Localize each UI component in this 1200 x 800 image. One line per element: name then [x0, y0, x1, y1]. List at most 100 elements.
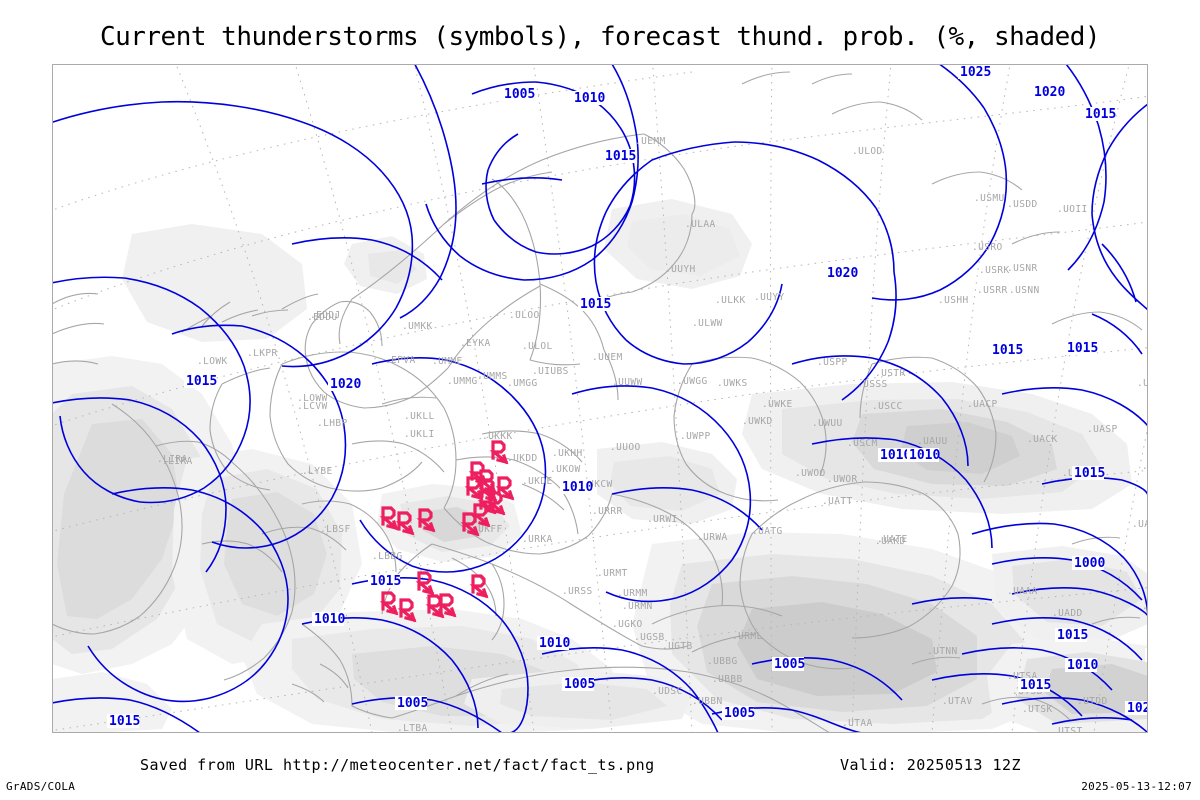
thunderstorm-symbol [379, 506, 399, 531]
station-label: .UWGG [677, 376, 708, 387]
map-canvas[interactable]: .UEMM .ULAA .ULOD .USMU .USRO .USRK .USNR .USRR… [52, 64, 1148, 733]
station-label: .UUWW [612, 377, 643, 388]
station-label: .UKHH [552, 448, 583, 459]
station-label: .UWKS [717, 378, 748, 389]
isobar-label-text: 1010 [314, 612, 345, 627]
station-label: .UMGG [507, 378, 538, 389]
thunderstorm-symbol [469, 574, 489, 599]
station-label: .USNN [1009, 285, 1040, 296]
isobar-label: 1010 [907, 448, 940, 463]
station-label: .USRK [979, 265, 1010, 276]
station-label: .UASP [1087, 424, 1118, 435]
isobar-label-bg [1072, 556, 1104, 570]
station-label: .LOWK [197, 356, 228, 367]
isobar-label-bg [107, 714, 139, 728]
station-label: .UGSB [634, 632, 665, 643]
station-label: .UTAA [842, 718, 873, 729]
thunderstorm-glyph [460, 512, 480, 537]
isobar-label-text: 1015 [186, 374, 217, 389]
station-label: .USDD [1007, 199, 1038, 210]
map-border [52, 64, 1148, 733]
isobar-label-text: 1005 [774, 657, 805, 672]
station-label: .UTDD [1077, 696, 1108, 707]
thunderstorm-symbol [489, 440, 509, 465]
station-label: .URMM [617, 588, 648, 599]
isobar-label-text: 1015 [1074, 466, 1105, 481]
isobar-label-bg [572, 91, 604, 105]
station-label: .UMMG [447, 376, 478, 387]
station-label: .UKDD [507, 453, 538, 464]
station-label: .URMN [622, 601, 653, 612]
isobar-label: 1010 [572, 91, 605, 106]
station-label: .ULOL [522, 341, 553, 352]
isobar-label: 1020 [328, 377, 361, 392]
thunderstorm-glyph [379, 506, 399, 531]
saved-from-url-label: Saved from URL http://meteocenter.net/fa… [140, 756, 655, 774]
station-label: .UTST [1052, 726, 1083, 733]
station-label: .EDDU [307, 312, 338, 323]
thunderstorm-symbol [471, 503, 491, 528]
station-label: .USNR [1007, 263, 1038, 274]
isobar-label: 1005 [395, 696, 428, 711]
thunderstorm-glyph [395, 511, 415, 536]
station-label: .EPVA [385, 355, 416, 366]
isobar-label: 1015 [1055, 628, 1088, 643]
isobar-label-text: 1015 [1020, 678, 1051, 693]
thunderstorm-glyph [415, 571, 435, 596]
station-label: .ULWW [692, 318, 723, 329]
isobar-label-bg [1065, 341, 1097, 355]
isobar-label: 1010 [1065, 658, 1098, 673]
isobar-label: 1015 [1083, 107, 1116, 122]
station-label: .URML [732, 631, 763, 642]
isobar-label-bg [184, 374, 216, 388]
thunderstorm-symbol-group [379, 440, 515, 623]
isobar-label-text: 1015 [580, 297, 611, 312]
station-label: .UAAH [1132, 519, 1148, 530]
isobar-label: 1015 [368, 574, 401, 589]
isobar-label-text: 1015 [1057, 628, 1088, 643]
station-label: .UTAV [942, 696, 973, 707]
station-label: .LCVW [297, 401, 328, 412]
station-label: .UOII [1057, 204, 1088, 215]
thunderstorm-glyph [437, 593, 457, 618]
isobar-label-text: 1005 [564, 677, 595, 692]
thunderstorm-symbol [379, 591, 399, 616]
station-label: .LIRA [162, 456, 193, 467]
station-label: .UACK [1027, 434, 1058, 445]
station-label: .UIUBS [532, 366, 569, 377]
isobar-label-bg [395, 696, 427, 710]
station-label: .URRR [592, 506, 623, 517]
isobar-label-text: 1010 [562, 480, 593, 495]
thunderstorm-glyph [416, 508, 436, 533]
station-label: .USMU [974, 193, 1005, 204]
isobar-label-text: 1005 [724, 706, 755, 721]
isobar-label-text: 1010 [574, 91, 605, 106]
isobar-label-bg [578, 297, 610, 311]
station-label: .UATE [877, 534, 908, 545]
isobar-label: 1010 [537, 636, 570, 651]
station-label: .URKA [522, 534, 553, 545]
station-label: .UMMS [477, 371, 508, 382]
station-label: .UKDE [522, 476, 553, 487]
station-label: .UWOO [795, 468, 826, 479]
station-label: .ULOD [852, 146, 883, 157]
isobar-label-bg [825, 266, 857, 280]
station-label: .USHH [938, 295, 969, 306]
isobar-label-bg [502, 87, 534, 101]
station-label: .UMME [432, 356, 463, 367]
thunderstorm-symbol [495, 476, 515, 501]
isobar-label-bg [878, 448, 910, 462]
thunderstorm-symbol [460, 512, 480, 537]
isobar-label-bg [1018, 678, 1050, 692]
isobar-label: 1005 [562, 677, 595, 692]
station-label: .UGTB [662, 641, 693, 652]
station-label: .UKCW [582, 479, 613, 490]
isobar-label: 1005 [772, 657, 805, 672]
isobar-label: 1005 [502, 87, 535, 102]
isobar-label-bg [1083, 107, 1115, 121]
station-label: .UTNN [927, 646, 958, 657]
isobar-label-text: 1010 [909, 448, 940, 463]
isobar-label-bg [907, 448, 939, 462]
isobar-label-bg [1072, 466, 1104, 480]
isobar-label-text: 1005 [504, 87, 535, 102]
